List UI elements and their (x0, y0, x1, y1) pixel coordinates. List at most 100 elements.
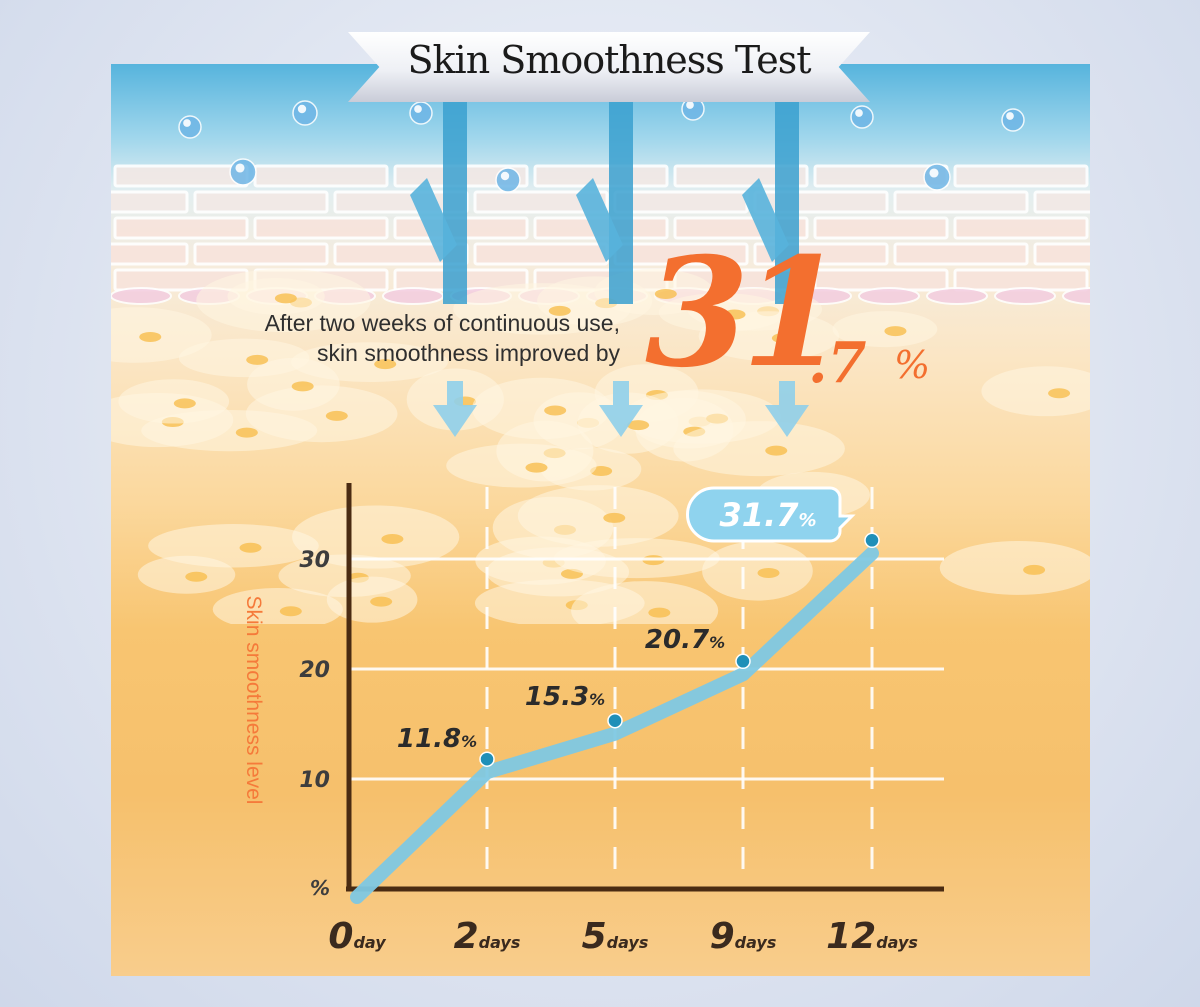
brick (893, 190, 1029, 214)
data-point (607, 712, 623, 729)
brick (953, 216, 1089, 240)
summary-caption-line1: After two weeks of continuous use, (264, 310, 620, 336)
brick (1033, 242, 1090, 266)
brick (953, 164, 1089, 188)
water-droplet (923, 163, 951, 191)
down-arrow-icon (599, 381, 643, 437)
brick (113, 216, 249, 240)
cell-nucleus (239, 542, 262, 553)
cell-nucleus (603, 512, 626, 523)
cell-nucleus (274, 293, 297, 304)
brick (673, 164, 809, 188)
skin-cell (658, 292, 786, 333)
skin-cell-flat (858, 287, 920, 305)
brick (473, 190, 609, 214)
diagonal-arrow (742, 178, 789, 262)
data-point (864, 532, 880, 549)
cell-nucleus (627, 420, 650, 431)
data-label: 11.8% (397, 724, 477, 754)
skin-cell (673, 421, 845, 477)
cell-nucleus (884, 326, 907, 337)
x-tick-label: 5days (582, 916, 649, 957)
cell-nucleus (246, 354, 269, 365)
cell-nucleus (757, 567, 780, 578)
x-tick-label: 12days (826, 916, 918, 957)
skin-cell (832, 311, 938, 348)
water-droplet (850, 105, 874, 129)
headline-value-decimal: .7 (808, 330, 867, 396)
skin-cell (118, 379, 230, 424)
skin-cell (939, 540, 1090, 595)
brick (111, 190, 189, 214)
page-title: Skin Smoothness Test (407, 38, 811, 82)
cell-nucleus (654, 288, 677, 299)
skin-cell-flat (926, 287, 988, 305)
skin-cell (212, 588, 343, 624)
skin-cells-background (111, 268, 1090, 624)
y-axis-label: Skin smoothness level (242, 595, 265, 805)
summary-caption-line2: skin smoothness improved by (317, 340, 620, 366)
cell-nucleus (279, 606, 302, 617)
skin-cell (517, 485, 679, 547)
y-tick-label: 10 (299, 768, 330, 793)
cell-nucleus (325, 410, 348, 421)
droplet-highlight (855, 109, 863, 117)
brick (253, 216, 389, 240)
cell-nucleus (525, 462, 548, 473)
data-point (479, 751, 495, 767)
cell-nucleus (1023, 564, 1046, 575)
cell-nucleus (771, 333, 794, 344)
brick (193, 242, 329, 266)
diagonal-arrow (410, 178, 457, 262)
x-tick-label: 9days (710, 916, 777, 957)
data-point (735, 653, 751, 670)
final-value-callout (686, 486, 856, 543)
y-zero-label: % (310, 876, 330, 900)
cell-nucleus (544, 405, 567, 416)
skin-cell (453, 283, 631, 335)
water-droplet (229, 158, 257, 186)
data-label: 20.7% (645, 625, 725, 655)
title-banner (348, 32, 870, 102)
droplet-highlight (183, 119, 191, 127)
cell-nucleus (185, 571, 208, 582)
droplet-highlight (500, 171, 510, 181)
penetration-arrow-shaft (775, 96, 799, 304)
water-droplet (495, 167, 521, 193)
brick (1033, 190, 1090, 214)
cell-nucleus (1048, 388, 1071, 399)
cell-nucleus (765, 445, 788, 456)
headline-value-percent: % (894, 343, 931, 387)
cell-nucleus (723, 309, 746, 320)
water-droplet (178, 115, 202, 139)
skin-cell-flat (994, 287, 1056, 305)
droplet-highlight (686, 101, 694, 109)
cell-nucleus (370, 596, 393, 607)
brick (813, 216, 949, 240)
cell-nucleus (139, 331, 162, 342)
skin-cell-flat (1062, 287, 1090, 305)
droplet-highlight (297, 104, 307, 114)
cell-nucleus (291, 381, 314, 392)
brick (533, 164, 669, 188)
droplet-highlight (414, 105, 422, 113)
droplet-highlight (929, 168, 939, 178)
x-tick-label: 0day (328, 916, 386, 957)
water-droplet (1001, 108, 1025, 132)
series-line (350, 546, 879, 904)
final-value-label: 31.7% (720, 496, 817, 534)
skin-cell (472, 377, 611, 440)
brick (111, 242, 189, 266)
y-axis-label-box: Skin smoothness level (239, 565, 267, 835)
water-droplet (409, 101, 433, 125)
x-tick-label: 2days (454, 916, 521, 957)
cell-nucleus (173, 398, 196, 409)
cell-nucleus (548, 305, 571, 316)
brick (193, 190, 329, 214)
skin-cell (111, 307, 212, 363)
brick (893, 242, 1029, 266)
data-label: 15.3% (525, 682, 605, 712)
down-arrow-icon (433, 381, 477, 437)
cell-nucleus (381, 533, 404, 544)
